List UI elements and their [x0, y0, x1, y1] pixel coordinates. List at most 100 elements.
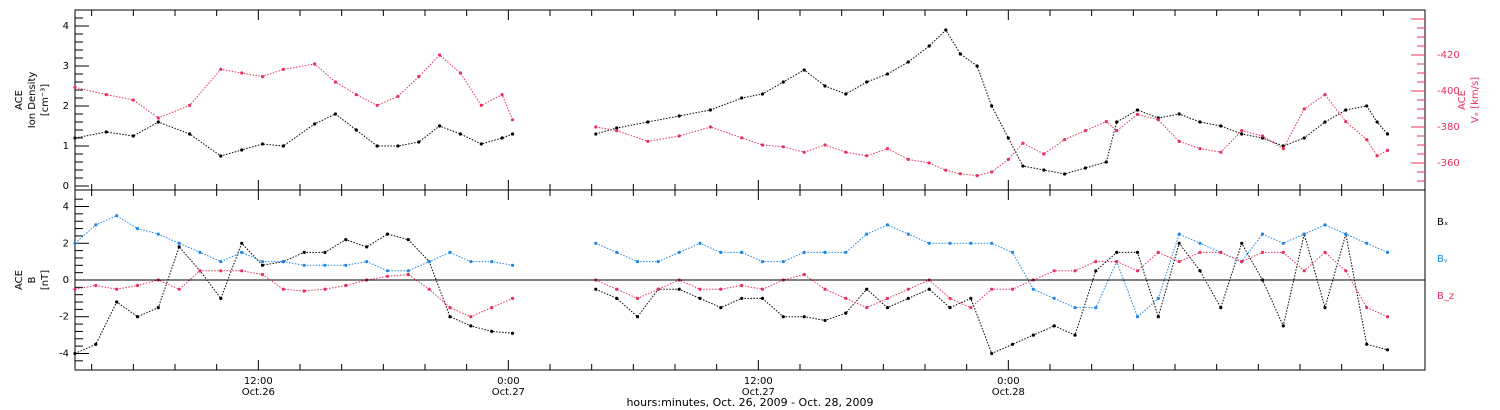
b-field-data-point: [615, 296, 619, 300]
ion-density-data-point: [1198, 120, 1202, 124]
ion-density-data-point: [823, 84, 827, 88]
ion-density-data-point: [156, 120, 160, 124]
legend-by: Bᵧ: [1437, 254, 1448, 265]
top-right-axis-ticks: -360 -380 -400 -420: [1411, 18, 1460, 182]
legend-bz: B_z: [1437, 291, 1454, 302]
b-field-data-point: [1094, 306, 1098, 310]
x-tick-date-label: Oct.27: [492, 387, 525, 398]
bottom-left-tick-label: -2: [59, 312, 69, 323]
ion-density-data-point: [990, 104, 994, 108]
b-field-data-point: [823, 250, 827, 254]
top-right-tick-label: -420: [1437, 50, 1460, 61]
b-field-data-point: [219, 260, 223, 264]
b-field-data-point: [865, 287, 869, 291]
vx-data-point: [906, 157, 910, 161]
b-field-data-point: [1177, 232, 1181, 236]
vx-data-point: [1219, 150, 1223, 154]
b-field-data-point: [115, 214, 119, 218]
ion-density-data-point: [500, 136, 504, 140]
b-field-data-point: [302, 289, 306, 293]
top-left-axis-ticks: 0 1 2 3 4: [63, 17, 89, 192]
b-field-data-point: [240, 250, 244, 254]
ion-density-data-point: [240, 148, 244, 152]
vx-data-point: [760, 143, 765, 147]
b-field-data-point: [73, 287, 77, 291]
b-field-data-point: [677, 287, 681, 291]
b-field-data-point: [281, 260, 285, 264]
vx-data-point: [131, 98, 135, 102]
ion-density-series-line: [74, 113, 513, 157]
b-field-data-point: [969, 296, 973, 300]
b-field-data-point: [698, 296, 702, 300]
b-field-data-point: [260, 272, 265, 277]
b-field-data-point: [719, 250, 723, 254]
b-field-data-point: [1010, 342, 1015, 346]
b-field-data-point: [1010, 250, 1015, 254]
ion-density-data-point: [1219, 124, 1223, 128]
top-left-tick-label: 4: [63, 21, 69, 32]
ion-density-data-point: [1135, 108, 1140, 112]
ion-density-data-point: [1344, 108, 1348, 112]
b-field-data-point: [1240, 260, 1244, 264]
b-field-data-point: [1323, 250, 1327, 254]
b-field-data-point: [448, 315, 452, 319]
b-field-data-point: [635, 260, 640, 264]
ion-density-data-point: [615, 126, 619, 130]
b-field-data-point: [365, 260, 369, 264]
b-field-data-point: [677, 250, 681, 254]
bottom-left-tick-label: 0: [63, 275, 69, 286]
b-field-data-point: [1115, 250, 1119, 254]
b-field-data-point: [594, 241, 598, 245]
ion-density-data-point: [1302, 136, 1306, 140]
ion-density-series-0: [73, 28, 1390, 176]
ion-density-data-point: [188, 132, 192, 136]
b-field-data-point: [1010, 287, 1015, 291]
vx-data-point: [1385, 148, 1390, 152]
b-field-data-point: [1198, 250, 1202, 254]
b-field-series-0: [73, 232, 1390, 356]
ion-density-data-point: [219, 154, 223, 158]
vx-data-point: [1156, 118, 1160, 122]
ion-density-data-point: [1115, 120, 1119, 124]
b-field-series-1: [73, 214, 1390, 319]
vx-data-point: [708, 125, 713, 129]
top-right-ylabel-line1: ACE: [1457, 90, 1468, 110]
ion-density-data-point: [1063, 172, 1067, 176]
b-field-data-point: [1260, 250, 1265, 254]
vx-data-point: [958, 172, 963, 176]
ion-density-data-point: [375, 144, 379, 148]
bottom-ylabel-line1: ACE: [14, 270, 25, 290]
b-field-data-point: [1219, 250, 1223, 254]
vx-data-point: [802, 150, 806, 154]
b-field-series-line: [74, 233, 513, 354]
bottom-ylabel-line2: B: [27, 276, 38, 283]
b-field-data-point: [1365, 342, 1369, 346]
b-field-data-point: [1052, 324, 1056, 328]
b-field-data-point: [219, 269, 223, 273]
vx-data-point: [990, 170, 994, 174]
vx-data-point: [1135, 112, 1140, 116]
ion-density-data-point: [1083, 166, 1087, 170]
vx-data-point: [240, 71, 244, 75]
vx-data-point: [1281, 147, 1285, 151]
vx-data-point: [677, 134, 681, 138]
b-field-data-point: [760, 260, 765, 264]
b-field-data-point: [948, 296, 952, 300]
b-field-data-point: [1031, 287, 1035, 291]
vx-data-point: [1240, 129, 1244, 133]
b-field-data-point: [844, 250, 848, 254]
b-field-data-point: [94, 342, 98, 346]
legend-bx: Bₓ: [1437, 217, 1448, 228]
b-field-data-point: [1260, 232, 1265, 236]
b-field-data-point: [323, 263, 327, 267]
b-field-data-point: [823, 318, 827, 322]
b-field-data-point: [1156, 296, 1160, 300]
b-field-data-point: [1073, 306, 1077, 310]
b-field-data-point: [490, 329, 494, 333]
x-tick-time-label: 0:00: [997, 376, 1019, 387]
b-field-data-point: [115, 287, 119, 291]
b-field-data-point: [385, 232, 390, 236]
b-field-data-point: [1156, 315, 1160, 319]
ion-density-data-point: [458, 132, 462, 136]
b-field-data-point: [1344, 232, 1348, 236]
